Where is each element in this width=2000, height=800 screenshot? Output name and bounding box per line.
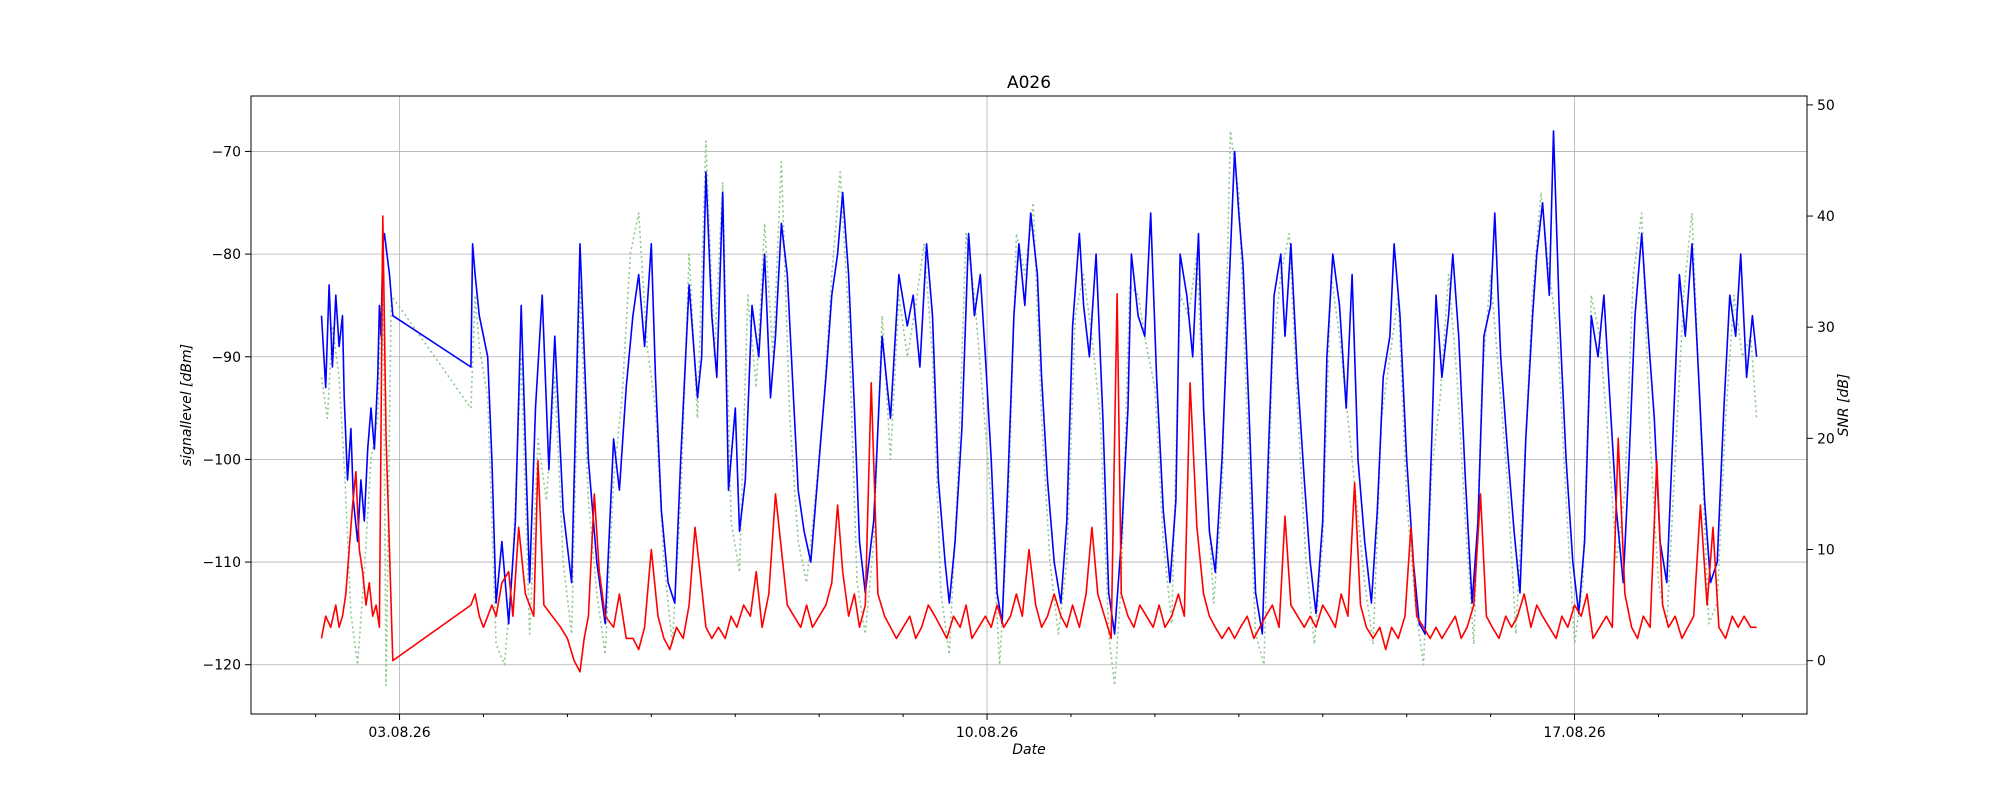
x-axis-label: Date	[1012, 742, 1045, 758]
y-axis-left: −120 −110 −100 −90 −80 −70	[203, 144, 251, 674]
x-tick-label: 10.08.26	[956, 725, 1018, 741]
y-right-tick-label: 40	[1817, 209, 1835, 225]
grid-lines	[251, 96, 1807, 714]
x-axis: 03.08.26 10.08.26 17.08.26	[315, 714, 1743, 741]
chart-title: A026	[1007, 73, 1051, 93]
y-right-tick-label: 10	[1817, 542, 1835, 558]
y-left-tick-label: −90	[211, 350, 241, 366]
x-tick-label: 17.08.26	[1543, 725, 1605, 741]
y-left-tick-label: −70	[211, 144, 241, 160]
y-axis-left-label: signallevel [dBm]	[179, 344, 195, 466]
y-right-tick-label: 50	[1817, 98, 1835, 114]
series-line-snr	[320, 215, 1757, 673]
series-layer	[320, 130, 1758, 687]
y-right-tick-label: 0	[1817, 654, 1826, 670]
y-left-tick-label: −110	[203, 555, 241, 571]
y-axis-right: 0 10 20 30 40 50	[1807, 98, 1835, 670]
plot-frame	[250, 95, 1808, 715]
y-left-tick-label: −100	[203, 452, 241, 468]
y-left-tick-label: −80	[211, 247, 241, 263]
y-right-tick-label: 20	[1817, 431, 1835, 447]
x-tick-label: 03.08.26	[368, 725, 430, 741]
y-right-tick-label: 30	[1817, 320, 1835, 336]
y-axis-right-label: SNR [dB]	[1836, 374, 1852, 437]
y-left-tick-label: −120	[203, 658, 241, 674]
series-line-signallevel	[320, 130, 1758, 635]
